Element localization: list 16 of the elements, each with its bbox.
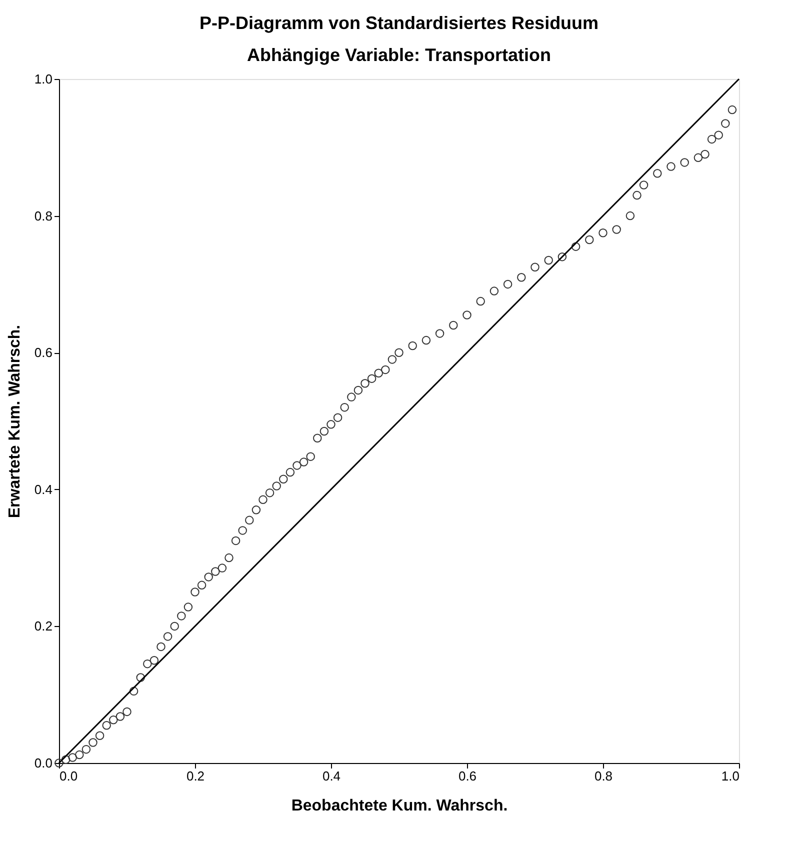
x-axis-title: Beobachtete Kum. Wahrsch. xyxy=(291,798,508,814)
x-tick-label: 0.8 xyxy=(594,768,613,784)
chart-subtitle: Abhängige Variable: Transportation xyxy=(246,45,552,65)
x-tick-label: 0.2 xyxy=(186,768,205,784)
y-tick-label: 0.4 xyxy=(34,482,52,497)
y-tick-label: 0.2 xyxy=(34,618,52,634)
y-tick-label: 0.8 xyxy=(34,208,52,224)
x-tick-label: 0.6 xyxy=(458,768,477,784)
y-axis-title: Erwartete Kum. Wahrsch. xyxy=(6,324,24,518)
chart-title: P-P-Diagramm von Standardisiertes Residuum xyxy=(199,13,599,33)
y-tick-label: 0.6 xyxy=(34,345,52,360)
x-tick-label: 1.0 xyxy=(721,768,740,784)
x-tick-label: 0.4 xyxy=(322,768,341,784)
y-tick-label: 1.0 xyxy=(34,72,52,86)
x-tick-label: 0.0 xyxy=(60,768,78,784)
y-tick-label: 0.0 xyxy=(34,756,52,770)
